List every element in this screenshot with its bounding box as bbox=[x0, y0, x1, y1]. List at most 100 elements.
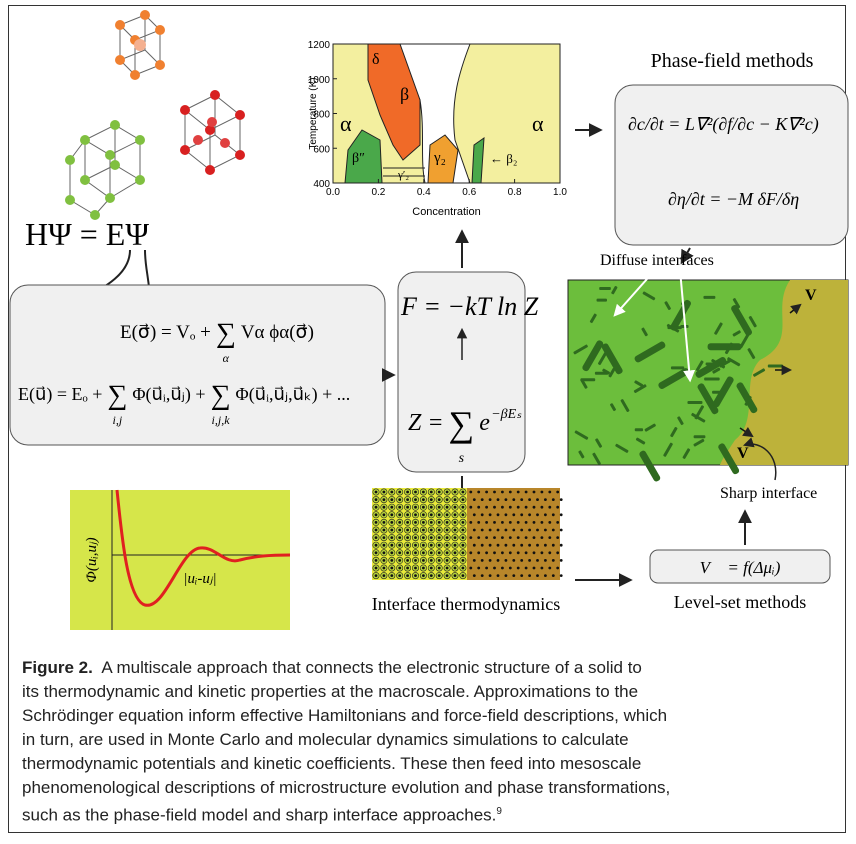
atom bbox=[375, 574, 378, 577]
phase-label: α bbox=[340, 111, 352, 136]
equation-exponent: −βEₛ bbox=[491, 407, 522, 422]
equation-part: E(σ⃗) = Vₒ + bbox=[120, 322, 211, 343]
atom bbox=[552, 498, 555, 501]
figure: HΨ = EΨ F = −kT ln Z Phase-field methods… bbox=[0, 0, 856, 645]
atom bbox=[422, 521, 425, 524]
atom bbox=[497, 513, 500, 516]
atom bbox=[548, 491, 551, 494]
atom bbox=[497, 574, 500, 577]
atom bbox=[489, 529, 492, 532]
atom bbox=[541, 506, 544, 509]
atom bbox=[390, 521, 393, 524]
atom bbox=[509, 551, 512, 554]
atom bbox=[469, 551, 472, 554]
atom bbox=[422, 513, 425, 516]
atom bbox=[552, 513, 555, 516]
atom bbox=[406, 536, 409, 539]
atom bbox=[477, 567, 480, 570]
atom bbox=[446, 559, 449, 562]
atom bbox=[462, 529, 465, 532]
atom bbox=[383, 513, 386, 516]
atom bbox=[430, 506, 433, 509]
atom bbox=[390, 551, 393, 554]
atom bbox=[383, 567, 386, 570]
equation-part: e bbox=[479, 410, 490, 436]
atom bbox=[438, 559, 441, 562]
atom bbox=[430, 491, 433, 494]
atom bbox=[390, 536, 393, 539]
sum-index: s bbox=[459, 451, 465, 466]
precipitate bbox=[708, 343, 742, 350]
atom bbox=[520, 529, 523, 532]
atom bbox=[454, 559, 457, 562]
atom bbox=[446, 529, 449, 532]
atom bbox=[406, 521, 409, 524]
atom bbox=[509, 536, 512, 539]
atom bbox=[406, 551, 409, 554]
atom bbox=[462, 551, 465, 554]
precipitate bbox=[635, 428, 643, 431]
caption-text: phenomenological descriptions of microst… bbox=[22, 778, 670, 797]
caption-text: thermodynamic potentials and kinetic coe… bbox=[22, 754, 641, 773]
atom bbox=[473, 574, 476, 577]
atom bbox=[517, 506, 520, 509]
atom bbox=[390, 506, 393, 509]
caption: Figure 2. A multiscale approach that con… bbox=[22, 656, 670, 828]
atom bbox=[390, 559, 393, 562]
atom bbox=[497, 498, 500, 501]
precipitate bbox=[704, 378, 720, 381]
figure-label: Figure 2. bbox=[22, 658, 93, 677]
atom bbox=[560, 544, 563, 547]
page: HΨ = EΨ F = −kT ln Z Phase-field methods… bbox=[0, 0, 856, 844]
atom bbox=[528, 529, 531, 532]
atom bbox=[422, 559, 425, 562]
precipitate bbox=[703, 296, 715, 299]
atom bbox=[477, 536, 480, 539]
atom bbox=[505, 513, 508, 516]
atom bbox=[462, 498, 465, 501]
atom bbox=[560, 529, 563, 532]
sum-symbol: ∑ bbox=[216, 318, 236, 349]
atom bbox=[520, 544, 523, 547]
atom bbox=[446, 498, 449, 501]
sum-symbol: ∑ bbox=[449, 404, 475, 444]
level-set-title: Level-set methods bbox=[674, 592, 806, 612]
atom bbox=[544, 529, 547, 532]
atom bbox=[454, 491, 457, 494]
atom bbox=[501, 567, 504, 570]
atom bbox=[493, 521, 496, 524]
interface-lattice bbox=[372, 488, 563, 580]
atom bbox=[383, 559, 386, 562]
caption-line: in turn, are used in Monte Carlo and mol… bbox=[22, 728, 670, 752]
atom bbox=[398, 521, 401, 524]
atom bbox=[462, 513, 465, 516]
atom bbox=[462, 521, 465, 524]
atom bbox=[438, 521, 441, 524]
atom bbox=[509, 521, 512, 524]
atom bbox=[481, 544, 484, 547]
atom bbox=[473, 544, 476, 547]
atom bbox=[422, 498, 425, 501]
atom bbox=[469, 521, 472, 524]
atom bbox=[560, 559, 563, 562]
atom bbox=[520, 574, 523, 577]
atom bbox=[501, 506, 504, 509]
phase-diagram-regions bbox=[333, 44, 560, 183]
phase-field-box bbox=[615, 85, 848, 245]
atom bbox=[525, 506, 528, 509]
atom bbox=[422, 491, 425, 494]
atom bbox=[383, 544, 386, 547]
schrodinger-equation: HΨ = EΨ bbox=[25, 216, 149, 252]
atom bbox=[552, 574, 555, 577]
atom bbox=[512, 574, 515, 577]
atom bbox=[533, 551, 536, 554]
atom bbox=[414, 521, 417, 524]
free-energy-equation: F = −kT ln Z bbox=[400, 292, 539, 321]
atom bbox=[489, 498, 492, 501]
precipitate bbox=[667, 326, 681, 329]
atom bbox=[556, 536, 559, 539]
equation-part: Vα ϕα(σ⃗) bbox=[241, 322, 314, 343]
atom bbox=[414, 559, 417, 562]
atom bbox=[438, 529, 441, 532]
diffuse-interfaces-label: Diffuse interfaces bbox=[600, 252, 714, 269]
